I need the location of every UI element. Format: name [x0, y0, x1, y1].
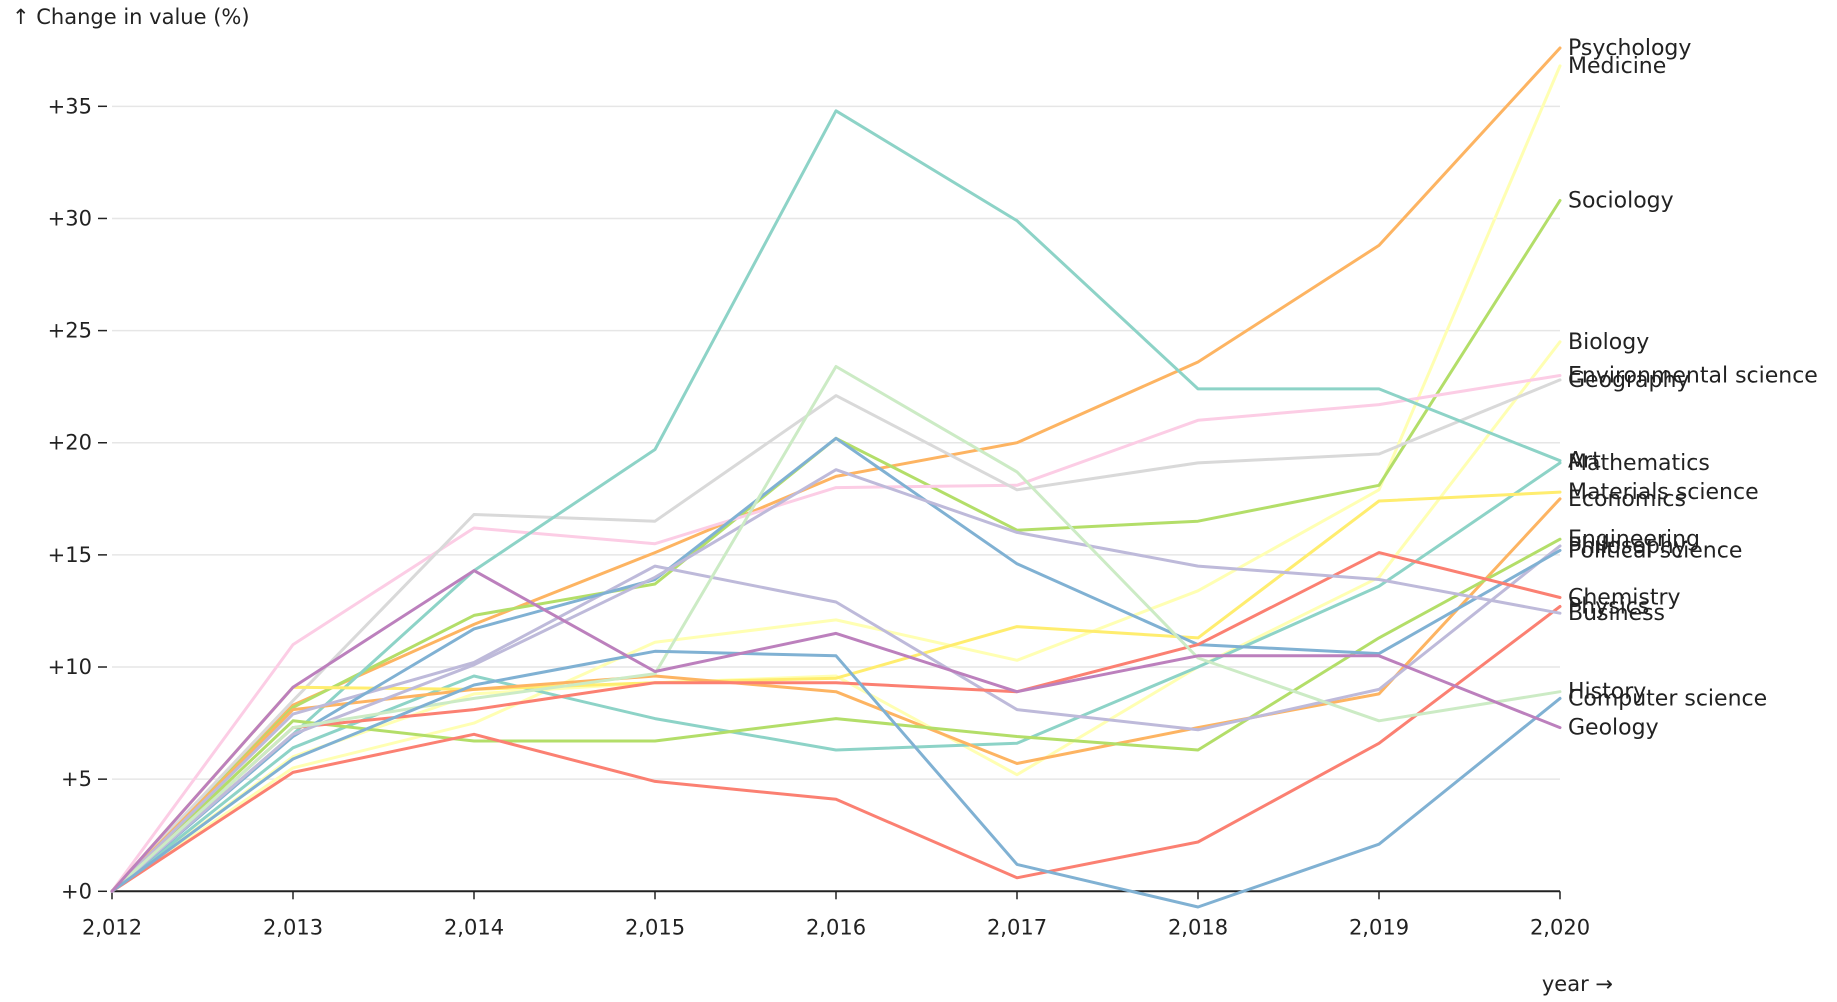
y-tick-label: +10: [48, 655, 92, 679]
series-label-psychology: Psychology: [1568, 36, 1691, 61]
series-label-history: History: [1568, 680, 1646, 705]
x-tick-label: 2,017: [987, 915, 1047, 939]
y-tick-label: +0: [61, 879, 92, 903]
grid-lines: [112, 105, 1560, 780]
series-line-biology: [110, 340, 1562, 893]
y-tick-label: +35: [48, 94, 92, 118]
y-tick-label: +5: [61, 767, 92, 791]
y-tick-label: +20: [48, 431, 92, 455]
series-line-political-science: [110, 436, 1562, 893]
series-label-chemistry: Chemistry: [1568, 585, 1681, 610]
x-tick-label: 2,019: [1349, 915, 1409, 939]
series-line-environmental-science: [110, 374, 1562, 893]
y-tick-label: +25: [48, 319, 92, 343]
series-label-geography: Geography: [1568, 368, 1689, 393]
series-label-sociology: Sociology: [1568, 189, 1674, 214]
y-tick-label: +30: [48, 206, 92, 230]
series-label-engineering: Engineering: [1568, 527, 1700, 552]
series-label-geology: Geology: [1568, 716, 1659, 741]
series-line-art: [110, 109, 1562, 893]
series-line-geography: [110, 378, 1562, 893]
series-label-medicine: Medicine: [1568, 54, 1666, 79]
series-label-environmental-science: Environmental science: [1568, 363, 1818, 388]
series-line-business: [110, 468, 1562, 893]
y-axis: +0 +5 +10 +15 +20 +25 +30 +35: [48, 94, 1560, 903]
series-line-medicine: [110, 64, 1562, 893]
x-tick-label: 2,018: [1168, 915, 1228, 939]
x-tick-label: 2,012: [82, 915, 142, 939]
series-line-chemistry: [110, 551, 1562, 893]
y-axis-title: ↑ Change in value (%): [12, 5, 250, 29]
series-line-economics: [110, 497, 1562, 893]
series-label-political-science: Political science: [1568, 538, 1742, 563]
series-line-physics: [110, 605, 1562, 893]
x-axis-title: year →: [1542, 972, 1613, 996]
series-label-mathematics: Mathematics: [1568, 451, 1710, 476]
series-line-mathematics: [110, 461, 1562, 893]
series-line-sociology: [110, 199, 1562, 893]
series-line-computer-science: [110, 649, 1562, 909]
x-tick-label: 2,015: [625, 915, 685, 939]
y-tick-label: +15: [48, 543, 92, 567]
x-tick-label: 2,016: [806, 915, 866, 939]
series-line-history: [110, 365, 1562, 893]
x-tick-label: 2,013: [263, 915, 323, 939]
series-label-biology: Biology: [1568, 330, 1649, 355]
series-lines: [110, 46, 1562, 909]
series-label-art: Art: [1568, 449, 1601, 474]
series-line-engineering: [110, 537, 1562, 893]
series-label-philosophy: Philosophy: [1568, 534, 1687, 559]
series-label-physics: Physics: [1568, 594, 1649, 619]
x-axis: 2,012 2,013 2,014 2,015 2,016 2,017 2,018 2,019…: [82, 891, 1590, 939]
series-label-computer-science: Computer science: [1568, 686, 1767, 711]
series-label-business: Business: [1568, 601, 1665, 626]
x-tick-label: 2,014: [444, 915, 504, 939]
series-label-materials-science: Materials science: [1568, 480, 1759, 505]
series-line-geology: [110, 569, 1562, 893]
series-label-economics: Economics: [1568, 487, 1686, 512]
series-line-philosophy: [110, 544, 1562, 893]
x-tick-label: 2,020: [1530, 915, 1590, 939]
series-line-materials-science: [110, 490, 1562, 893]
